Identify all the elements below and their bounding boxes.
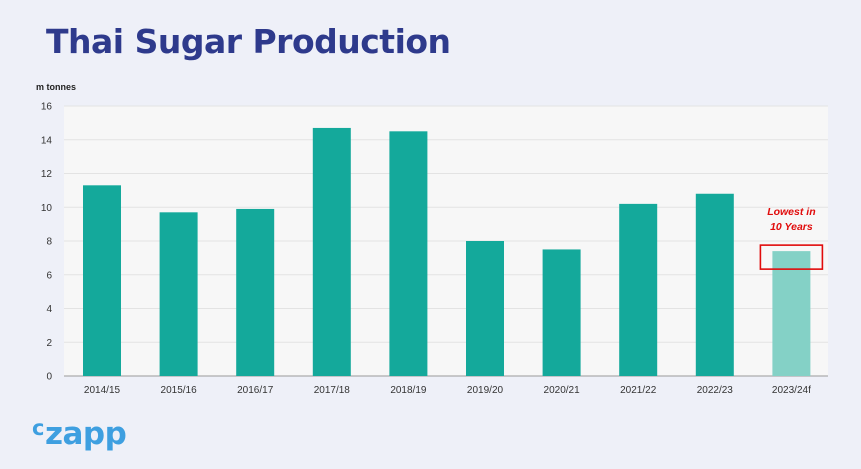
logo-text: zapp bbox=[44, 416, 127, 452]
y-axis-label: m tonnes bbox=[36, 82, 76, 92]
bar-2018/19 bbox=[389, 131, 428, 376]
x-tick-label: 2018/19 bbox=[390, 385, 427, 396]
y-tick-label: 8 bbox=[46, 237, 52, 248]
bar-2023/24f bbox=[772, 251, 811, 376]
bar-2022/23 bbox=[695, 193, 734, 376]
y-tick-label: 14 bbox=[41, 135, 53, 146]
bars bbox=[83, 127, 811, 376]
x-tick-label: 2019/20 bbox=[467, 385, 504, 396]
page-title: Thai Sugar Production bbox=[46, 22, 451, 61]
y-tick-label: 6 bbox=[46, 270, 52, 281]
y-tick-label: 4 bbox=[46, 304, 52, 315]
y-tick-label: 10 bbox=[41, 203, 53, 214]
bar-2015/16 bbox=[159, 212, 198, 376]
x-tick-label: 2016/17 bbox=[237, 385, 274, 396]
czapp-logo: czapp bbox=[32, 416, 127, 452]
y-tick-label: 0 bbox=[46, 372, 52, 383]
y-tick-label: 16 bbox=[41, 102, 53, 113]
x-tick-labels: 2014/15 2015/16 2016/17 2017/18 2018/19 2019/… bbox=[84, 385, 811, 396]
bar-2019/20 bbox=[466, 241, 504, 376]
x-tick-label: 2017/18 bbox=[314, 385, 351, 396]
y-tick-labels: 0 2 4 6 8 10 12 14 16 bbox=[41, 102, 53, 383]
bar-2021/22 bbox=[619, 203, 658, 376]
bar-2014/15 bbox=[83, 185, 121, 376]
bar-2020/21 bbox=[542, 249, 581, 376]
bar-2016/17 bbox=[236, 208, 275, 376]
x-tick-label: 2023/24f bbox=[772, 385, 811, 396]
x-tick-label: 2014/15 bbox=[84, 385, 121, 396]
y-tick-label: 12 bbox=[41, 169, 53, 180]
annotation-text: 10 Years bbox=[770, 221, 813, 233]
annotation: Lowest in 10 Years bbox=[759, 206, 824, 270]
annotation-text: Lowest in bbox=[767, 206, 815, 218]
x-tick-label: 2021/22 bbox=[620, 385, 657, 396]
annotation-box bbox=[759, 244, 824, 270]
logo-c: c bbox=[32, 416, 44, 440]
y-tick-label: 2 bbox=[46, 338, 52, 349]
x-tick-label: 2022/23 bbox=[697, 385, 734, 396]
x-tick-label: 2015/16 bbox=[161, 385, 198, 396]
x-tick-label: 2020/21 bbox=[544, 385, 581, 396]
bar-2017/18 bbox=[312, 127, 351, 376]
